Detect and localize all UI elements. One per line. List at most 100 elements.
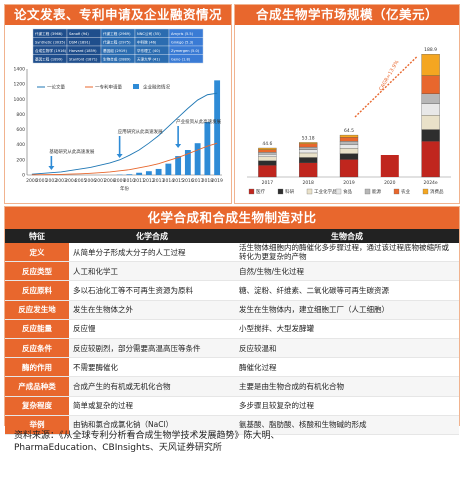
- x-tick-label: 2018: [202, 178, 214, 184]
- x-tick-label: 2019: [211, 178, 223, 184]
- inset-cell: 华东理工 (40): [137, 48, 160, 53]
- source-line-2: PharmaEducation、CBInsights、天风证券研究所: [14, 443, 222, 453]
- inset-cell: 基因组 (2919): [103, 48, 127, 53]
- stacked-bar-segment: [421, 141, 440, 178]
- inset-cell: 中科院 (46): [137, 40, 157, 45]
- legend-label: 工业化学品: [314, 188, 337, 195]
- x-tick-label: 2001: [36, 178, 48, 184]
- legend-label: 一专利申请量: [95, 84, 122, 91]
- stacked-bar-segment: [339, 153, 359, 160]
- stacked-bar-segment: [339, 159, 359, 178]
- chemical-cell: 人工和化学工: [69, 261, 235, 282]
- funding-bar: [136, 172, 143, 175]
- inset-cell: 生物合成 (2889): [103, 57, 131, 62]
- stacked-bar-segment: [299, 146, 318, 150]
- comparison-title: 化学合成和合成生物制造对比: [5, 207, 459, 229]
- biological-cell: 多步骤且较复杂的过程: [235, 396, 459, 416]
- x-tick-label: 2014: [163, 178, 175, 184]
- legend-swatch: [277, 188, 284, 195]
- market-size-stacked-bar-chart: 44.6 2017 53.18 2018 64.5 2019 2020 188.9 2024e C…: [247, 47, 451, 195]
- table-row: 产成品种类 合成产生的有机或无机化合物 主要是由生物合成的有机化合物: [5, 376, 459, 397]
- x-tick-label: 2016: [182, 178, 194, 184]
- chemical-cell: 反应慢: [69, 319, 235, 339]
- chemical-cell: 合成产生的有机或无机化合物: [69, 376, 235, 397]
- header-feature: 特征: [5, 229, 69, 243]
- legend-label: 医疗: [256, 188, 265, 195]
- stacked-bar-segment: [339, 144, 359, 149]
- stacked-bar-segment: [299, 162, 318, 178]
- y-tick-label: 600: [16, 127, 25, 133]
- x-tick-label: 2012: [143, 178, 155, 184]
- stacked-bar-segment: [339, 137, 359, 142]
- inset-cell: 代谢工程 (2975): [103, 40, 131, 45]
- row-label: 反应能量: [5, 319, 69, 339]
- legend-label: 一论文量: [47, 84, 65, 91]
- stacked-bar-segment: [299, 157, 318, 163]
- stacked-bar-segment: [258, 165, 277, 178]
- biological-cell: 反应较温和: [235, 338, 459, 359]
- legend-label: 消费品: [430, 188, 444, 195]
- table-header-row: 特征 化学合成 生物合成: [5, 229, 459, 243]
- y-tick-label: 1000: [14, 97, 26, 103]
- cagr-arrow: [354, 56, 418, 118]
- table-row: 反应类型 人工和化学工 自然/生物/生化过程: [5, 261, 459, 282]
- biological-cell: 发生在生物体内，建立细胞工厂（人工细胞）: [235, 300, 459, 320]
- stacked-bar-segment: [421, 93, 440, 104]
- funding-bar: [204, 122, 211, 175]
- chemical-cell: 多以石油化工等不可再生资源为原料: [69, 280, 235, 301]
- table-row: 定义 从简单分子形成大分子的人工过程 活生物体细胞内的酶催化多步骤过程，通过该过程底…: [5, 243, 459, 263]
- x-tick-label: 2002: [46, 178, 58, 184]
- patents-line: [31, 142, 218, 176]
- inset-cell: 合成生物学 (1916): [35, 48, 67, 53]
- row-label: 产成品种类: [5, 376, 69, 397]
- inset-cell: Sanofi (94): [69, 32, 89, 36]
- x-tick-label: 2008: [104, 178, 116, 184]
- inset-cell: Synthetic (3035): [35, 41, 66, 45]
- chemical-cell: 从简单分子形成大分子的人工过程: [69, 243, 235, 263]
- legend-swatch: [422, 188, 429, 195]
- stacked-bar-segment: [299, 142, 318, 144]
- x-tick-label: 2010: [124, 178, 136, 184]
- legend-label: 企业融资情况: [143, 84, 170, 91]
- legend-label: 食品: [343, 188, 352, 195]
- x-tick-label: 2009: [114, 178, 126, 184]
- y-tick-label: 1400: [14, 67, 26, 73]
- x-tick-label: 2013: [153, 178, 165, 184]
- stacked-bar-segment: [421, 129, 440, 142]
- x-tick-label: 2004: [65, 178, 77, 184]
- legend-swatch: [335, 188, 342, 195]
- annotation-label: 产业投资从此高速发展: [176, 118, 221, 125]
- biological-cell: 活生物体细胞内的酶催化多步骤过程，通过该过程底物被缩所或转化为更复杂的产物: [235, 243, 459, 263]
- left-chart-title: 论文发表、专利申请及企业融资情况: [5, 5, 231, 25]
- row-label: 定义: [5, 243, 69, 263]
- stacked-bar-segment: [339, 148, 359, 154]
- comparison-table: 特征 化学合成 生物合成 定义 从简单分子形成大分子的人工过程 活生物体细胞内的酶催…: [5, 229, 459, 435]
- inset-cell: 基因工程 (1899): [35, 57, 63, 62]
- legend-label: 农业: [401, 188, 410, 195]
- x-tick-label: 2018: [302, 180, 314, 186]
- papers-line: [31, 92, 218, 175]
- legend-label: 能源: [372, 188, 381, 195]
- header-biological: 生物合成: [235, 229, 459, 243]
- stacked-bar-segment: [299, 152, 318, 158]
- right-chart-panel: 合成生物学市场规模（亿美元） 44.6 2017 53.18 2018 64.5 2019…: [234, 4, 460, 204]
- legend-swatch: [133, 84, 139, 89]
- inset-cell: Stanford (1871): [69, 58, 98, 62]
- table-row: 复杂程度 简单或复杂的过程 多步骤且较复杂的过程: [5, 396, 459, 416]
- y-tick-label: 0: [22, 173, 25, 179]
- stacked-bar-segment: [380, 155, 399, 177]
- x-tick-label: 2020: [384, 180, 396, 186]
- table-row: 举例 由钠和氯合成氯化钠（NaCl） 氨基酸、脂肪酸、核酸和生物碱的形成: [5, 415, 459, 435]
- stacked-bar-segment: [258, 152, 277, 155]
- stacked-bar-segment: [421, 115, 440, 130]
- stacked-bar-segment: [421, 54, 440, 76]
- x-axis-label: 年份: [120, 185, 129, 192]
- table-row: 酶的作用 不需要酶催化 酶催化过程: [5, 357, 459, 378]
- annotation-label: 应用研究从此高速发展: [118, 128, 163, 135]
- annotation-arrowhead: [116, 154, 123, 158]
- bar-total-label: 188.9: [424, 47, 437, 53]
- comparison-panel: 化学合成和合成生物制造对比 特征 化学合成 生物合成 定义 从简单分子形成大分子的…: [4, 206, 460, 435]
- stacked-bar-segment: [258, 154, 277, 157]
- x-tick-label: 2017: [262, 180, 274, 186]
- stacked-bar-segment: [421, 103, 440, 116]
